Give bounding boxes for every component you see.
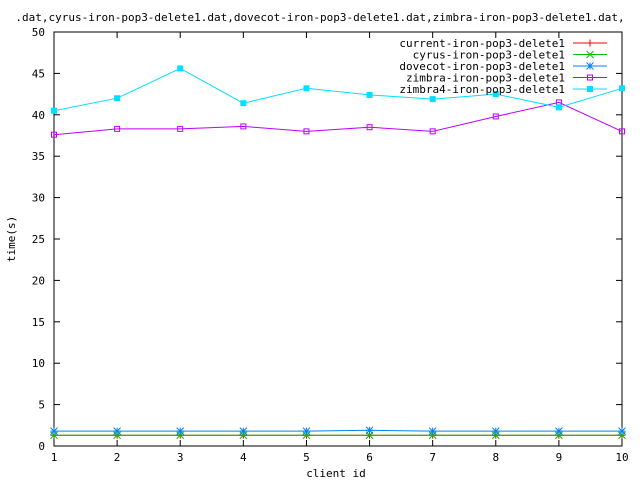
data-point <box>366 91 373 98</box>
x-tick-label: 6 <box>366 451 373 464</box>
y-tick-label: 20 <box>32 274 45 287</box>
data-point <box>113 427 121 435</box>
y-tick-label: 30 <box>32 192 45 205</box>
data-point <box>429 96 436 103</box>
data-point <box>50 427 58 435</box>
y-tick-label: 15 <box>32 316 45 329</box>
data-point <box>302 427 311 435</box>
y-tick-label: 10 <box>32 357 45 370</box>
data-point <box>177 65 184 72</box>
series-line <box>53 101 623 136</box>
data-point <box>114 95 121 102</box>
legend-swatch-marker <box>586 39 594 47</box>
x-tick-label: 4 <box>240 451 247 464</box>
x-tick-label: 7 <box>429 451 436 464</box>
data-point <box>618 427 626 435</box>
data-point <box>429 128 436 135</box>
y-axis-label: time(s) <box>5 216 18 262</box>
data-point <box>51 131 57 138</box>
data-point <box>492 113 499 120</box>
x-tick-label: 10 <box>615 451 628 464</box>
x-tick-label: 5 <box>303 451 310 464</box>
y-tick-label: 0 <box>38 440 45 453</box>
y-tick-label: 40 <box>32 109 45 122</box>
x-tick-label: 9 <box>556 451 563 464</box>
legend-label: zimbra4-iron-pop3-delete1 <box>399 83 565 96</box>
legend-label: dovecot-iron-pop3-delete1 <box>399 60 565 73</box>
data-point <box>619 85 625 92</box>
data-point <box>366 124 373 131</box>
legend-entry: cyrus-iron-pop3-delete1 <box>413 49 607 62</box>
legend-entry: zimbra-iron-pop3-delete1 <box>406 72 607 85</box>
chart-title: .dat,cyrus-iron-pop3-delete1.dat,dovecot… <box>15 11 624 24</box>
legend-label: zimbra-iron-pop3-delete1 <box>406 72 565 85</box>
data-point <box>303 85 310 92</box>
legend-label: current-iron-pop3-delete1 <box>399 37 565 50</box>
legend-label: cyrus-iron-pop3-delete1 <box>413 49 565 62</box>
series-line <box>53 67 623 112</box>
data-point <box>240 100 247 107</box>
y-tick-label: 25 <box>32 233 45 246</box>
data-point <box>303 128 310 135</box>
data-point <box>114 125 121 132</box>
y-axis: 0 5 10 15 20 25 30 35 40 45 50 <box>32 26 622 453</box>
series-zimbra-iron-pop3-delete1 <box>51 99 625 138</box>
x-tick-label: 1 <box>51 451 58 464</box>
x-tick-label: 2 <box>114 451 121 464</box>
x-tick-label: 3 <box>177 451 184 464</box>
data-point <box>177 125 184 132</box>
series-cyrus-iron-pop3-delete1 <box>50 431 626 440</box>
legend-entry: dovecot-iron-pop3-delete1 <box>399 60 607 73</box>
data-point <box>239 427 248 435</box>
legend-swatch-marker <box>586 62 594 70</box>
series-dovecot-iron-pop3-delete1 <box>50 426 626 435</box>
data-point <box>555 104 562 111</box>
legend-entry: zimbra4-iron-pop3-delete1 <box>399 83 607 96</box>
data-point <box>619 128 625 135</box>
legend: current-iron-pop3-delete1cyrus-iron-pop3… <box>399 37 607 96</box>
data-point <box>491 427 500 435</box>
data-point <box>240 123 247 130</box>
x-axis: 1 2 3 4 5 6 7 8 9 10 <box>51 32 629 464</box>
legend-swatch-marker <box>587 74 593 81</box>
legend-swatch-marker <box>586 50 594 59</box>
y-tick-label: 50 <box>32 26 45 39</box>
data-point <box>51 107 57 114</box>
y-tick-label: 35 <box>32 150 45 163</box>
series-layer <box>50 65 626 440</box>
y-tick-label: 5 <box>38 399 45 412</box>
x-axis-label: client id <box>306 467 366 480</box>
data-point <box>428 427 437 435</box>
x-tick-label: 8 <box>492 451 499 464</box>
data-point <box>555 427 563 435</box>
legend-entry: current-iron-pop3-delete1 <box>399 37 607 50</box>
y-tick-label: 45 <box>32 67 45 80</box>
series-line <box>54 429 622 432</box>
series-zimbra4-iron-pop3-delete1 <box>51 65 625 114</box>
data-point <box>365 426 374 435</box>
data-point <box>492 91 499 98</box>
legend-swatch-marker <box>587 86 593 92</box>
data-point <box>176 427 185 435</box>
